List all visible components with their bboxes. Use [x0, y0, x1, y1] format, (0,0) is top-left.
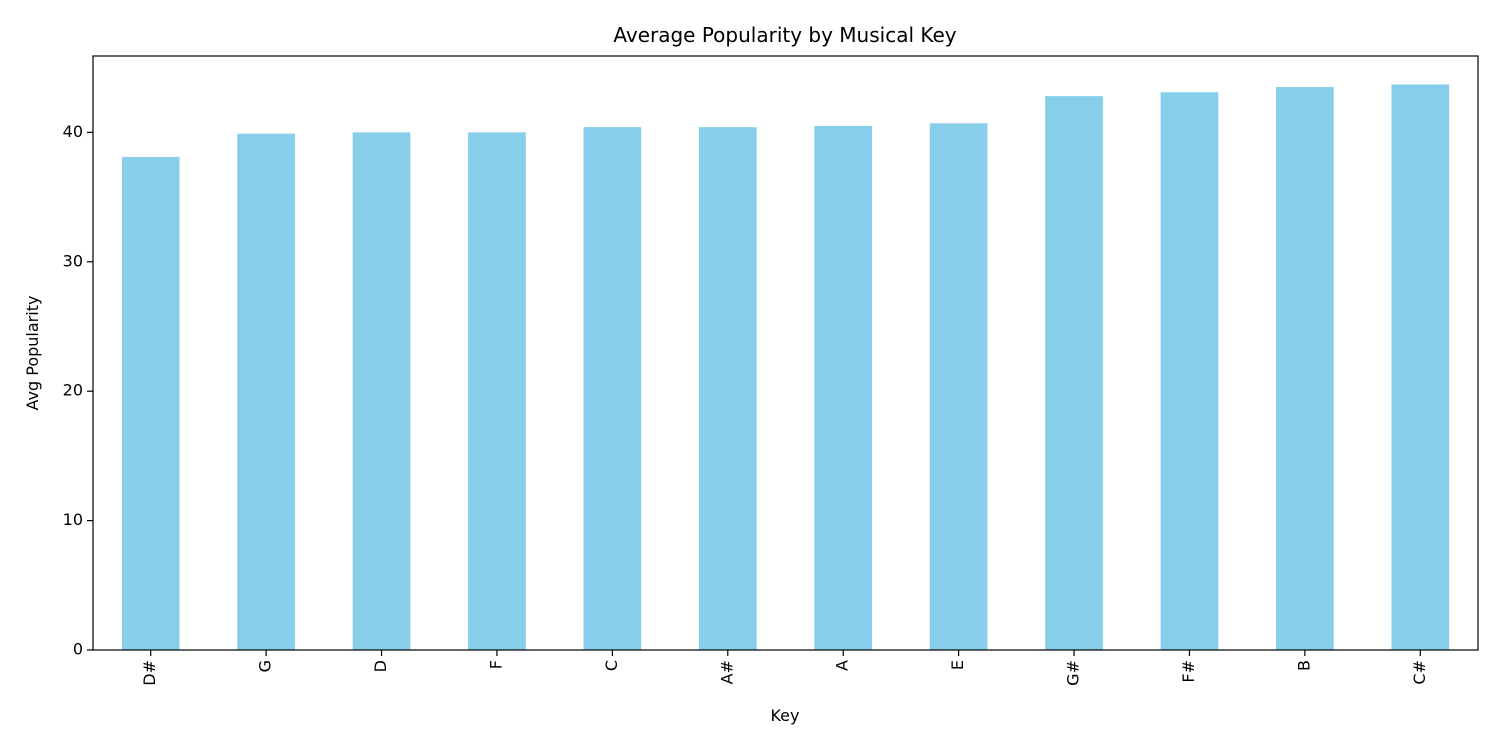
x-axis-ticks: D# G D F C A# A E G# F# B C# — [140, 650, 1429, 686]
y-tick-label: 0 — [73, 640, 83, 659]
y-tick-label: 30 — [63, 251, 83, 270]
x-tick-label: G — [256, 660, 275, 672]
y-axis-ticks: 0 10 20 30 40 — [63, 122, 93, 659]
x-tick-label: E — [948, 660, 967, 670]
bar-d-sharp — [121, 156, 180, 651]
y-axis-label: Avg Popularity — [23, 296, 42, 411]
x-tick-label: F — [486, 660, 505, 669]
x-tick-label: C — [602, 660, 621, 671]
bar-g-sharp — [1045, 96, 1103, 650]
x-tick-label: B — [1294, 660, 1313, 671]
bar-a — [814, 125, 873, 651]
x-tick-label: A — [833, 660, 852, 671]
bar-g — [237, 133, 295, 650]
x-tick-label: A# — [717, 660, 736, 684]
x-tick-label: D — [371, 660, 390, 672]
bar-c — [583, 127, 642, 651]
x-tick-label: F# — [1179, 660, 1198, 683]
x-axis-label: Key — [770, 706, 799, 725]
y-tick-label: 10 — [63, 510, 83, 529]
plot-frame — [92, 55, 1479, 651]
bar-e — [929, 123, 988, 650]
bar-d — [352, 132, 411, 651]
bar-f — [468, 132, 526, 651]
y-tick-label: 20 — [63, 381, 83, 400]
bar-b — [1276, 87, 1334, 650]
bar-f-sharp — [1160, 92, 1219, 650]
x-tick-label: D# — [140, 660, 159, 686]
chart-title: Average Popularity by Musical Key — [613, 23, 956, 47]
x-tick-label: C# — [1410, 660, 1429, 685]
y-tick-label: 40 — [63, 122, 83, 141]
bar-a-sharp — [698, 127, 757, 651]
bar-c-sharp — [1391, 84, 1450, 651]
x-tick-label: G# — [1064, 660, 1083, 686]
bars-group — [121, 84, 1450, 651]
